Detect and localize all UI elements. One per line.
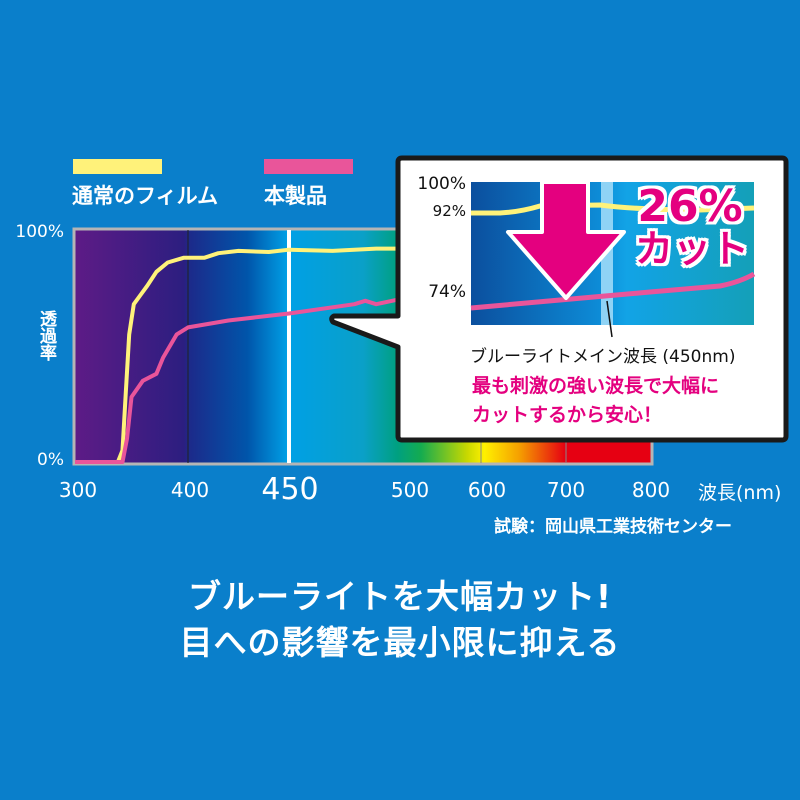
series-normal-film-line bbox=[75, 246, 651, 464]
x-tick-700: 700 bbox=[546, 478, 586, 502]
main-wave-label: ブルーライトメイン波長 (450nm) bbox=[470, 347, 736, 367]
inset-label-74: 74% bbox=[428, 282, 466, 302]
test-source: 試験：岡山県工業技術センター bbox=[494, 517, 732, 537]
inset-label-92: 92% bbox=[432, 202, 466, 220]
x-tick-400: 400 bbox=[170, 478, 210, 502]
legend-swatch-product bbox=[264, 159, 353, 174]
x-tick-500: 500 bbox=[390, 478, 430, 502]
x-tick-450: 450 bbox=[261, 472, 319, 507]
y-tick-100: 100% bbox=[15, 222, 64, 242]
legend-swatch-normal-film bbox=[73, 159, 162, 174]
legend-label-normal-film: 通常のフィルム bbox=[72, 184, 219, 208]
cut-percent: 26% bbox=[637, 181, 743, 232]
inset-label-100: 100% bbox=[417, 174, 466, 194]
legend-label-product: 本製品 bbox=[264, 184, 327, 208]
headline-line-2: 目への影響を最小限に抑える bbox=[179, 623, 621, 662]
cut-label: カット bbox=[634, 227, 749, 271]
headline-line-1: ブルーライトを大幅カット! bbox=[187, 577, 613, 616]
y-axis-title: 透過率 bbox=[36, 309, 56, 361]
inset-product-line bbox=[470, 271, 756, 311]
callout-message-line-1: 最も刺激の強い波長で大幅に bbox=[472, 375, 720, 397]
y-tick-0: 0% bbox=[37, 450, 64, 470]
x-tick-300: 300 bbox=[58, 478, 98, 502]
x-tick-800: 800 bbox=[631, 478, 671, 502]
x-axis-title: 波長(nm) bbox=[698, 482, 782, 504]
cut-arrow-icon bbox=[506, 180, 626, 300]
callout-message-line-2: カットするから安心！ bbox=[472, 404, 663, 426]
inset-normal-film-line bbox=[471, 202, 755, 216]
main-wave-pointer bbox=[606, 300, 613, 338]
x-tick-600: 600 bbox=[467, 478, 507, 502]
